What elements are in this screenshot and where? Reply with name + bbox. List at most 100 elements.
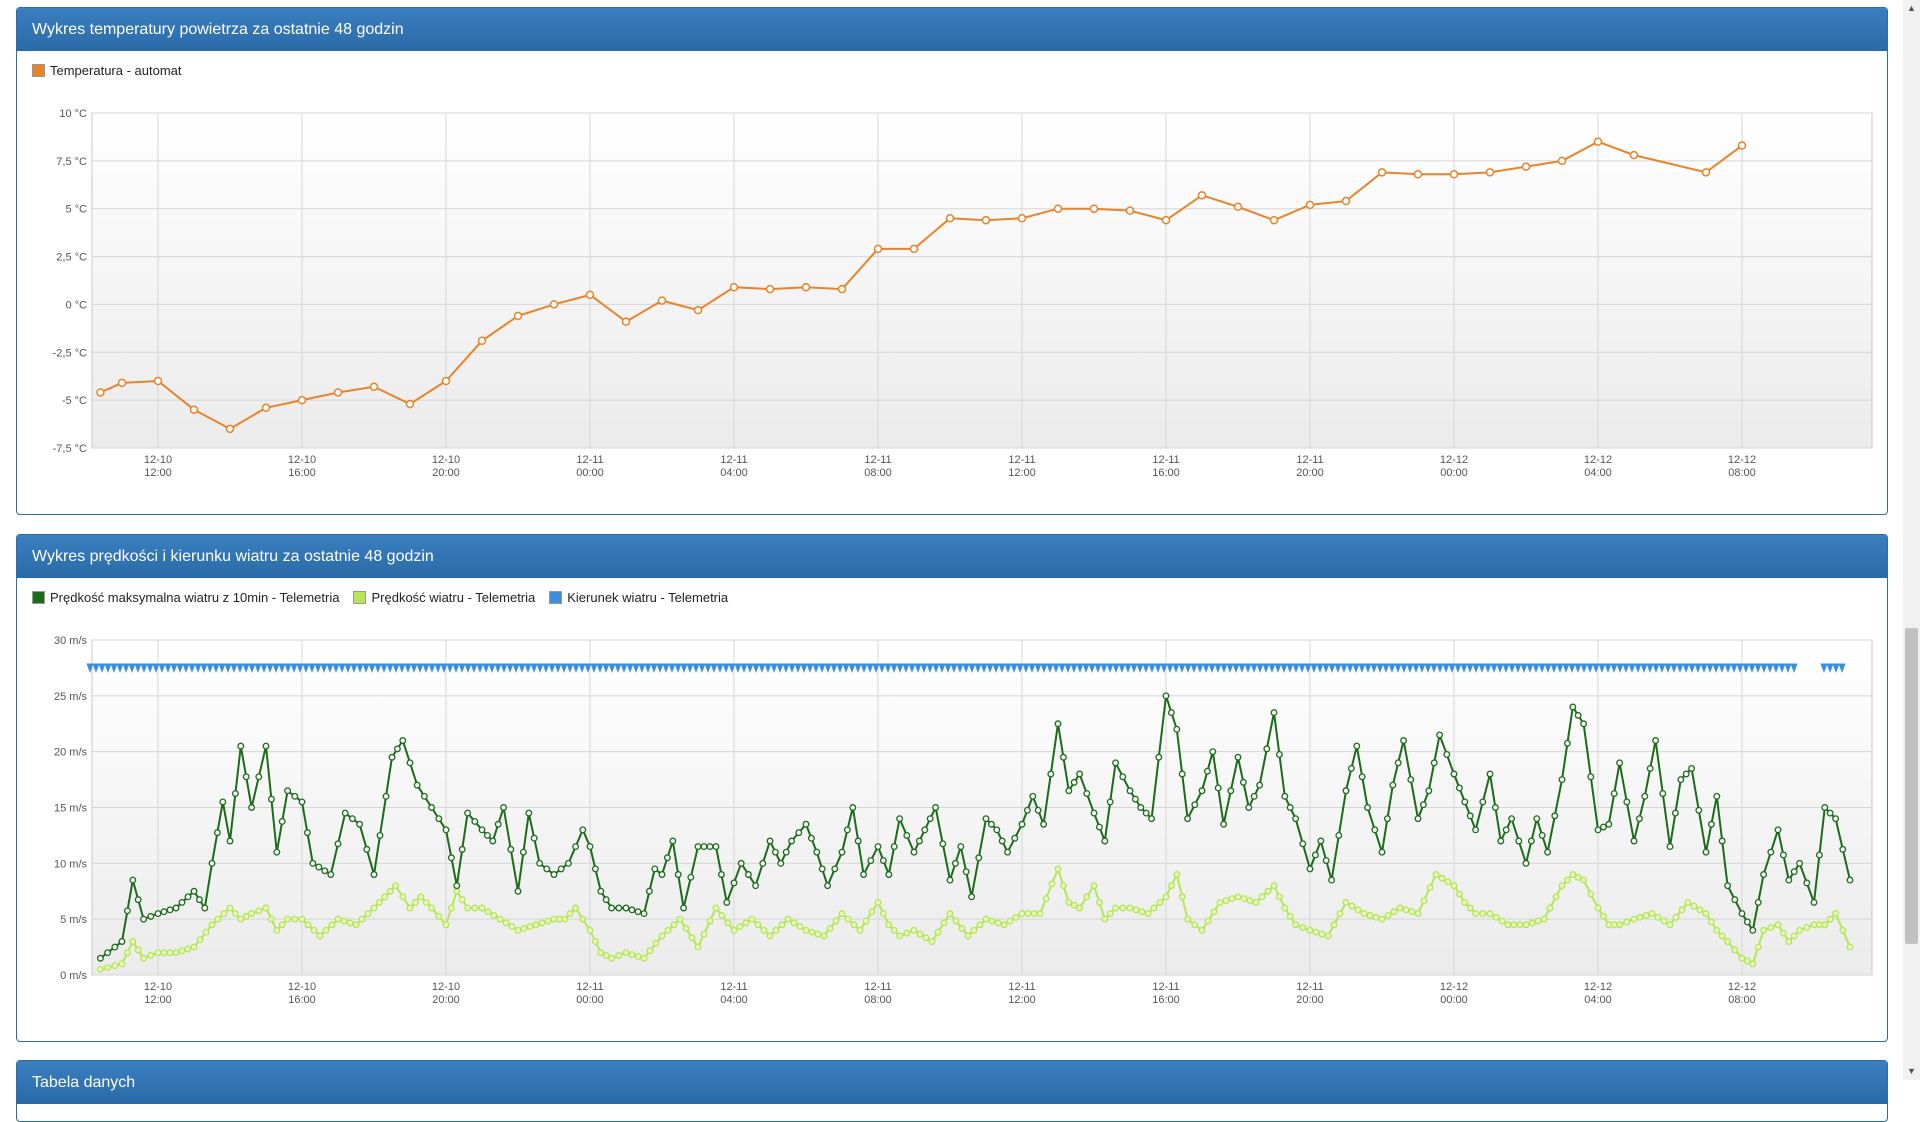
wind-speed-point <box>1587 890 1595 898</box>
wind-direction-arrow <box>1022 663 1030 674</box>
wind-speed-point <box>561 915 569 923</box>
max-wind-point <box>1178 770 1186 778</box>
max-wind-point <box>483 831 491 839</box>
temp-x-tick-label: 08:00 <box>1728 467 1756 479</box>
wind-direction-arrow <box>386 663 394 674</box>
legend-item-max-wind[interactable]: Prędkość maksymalna wiatru z 10min - Tel… <box>32 590 339 605</box>
wind-speed-point <box>1466 904 1474 912</box>
max-wind-point <box>1832 815 1840 823</box>
wind-x-tick-label: 12-12 <box>1728 981 1756 993</box>
max-wind-point <box>910 848 918 856</box>
wind-direction-arrow <box>266 663 274 674</box>
wind-direction-arrow <box>1328 663 1336 674</box>
wind-speed-point <box>700 930 708 938</box>
wind-direction-arrow <box>1592 663 1600 674</box>
max-wind-point <box>993 826 1001 834</box>
wind-speed-point <box>658 932 666 940</box>
max-wind-point <box>1394 759 1402 767</box>
temp-x-tick-label: 12-11 <box>576 454 603 466</box>
scroll-thumb[interactable] <box>1905 628 1918 944</box>
wind-direction-arrow <box>206 663 214 674</box>
max-wind-point <box>1671 809 1679 817</box>
max-wind-point <box>1707 820 1715 828</box>
wind-direction-arrow <box>806 663 814 674</box>
max-wind-point <box>1065 787 1073 795</box>
wind-direction-arrow <box>1700 663 1708 674</box>
max-wind-point <box>1724 882 1732 890</box>
wind-direction-arrow <box>572 663 580 674</box>
temperature-point <box>1377 168 1387 177</box>
wind-speed-point <box>1832 910 1840 918</box>
wind-x-tick-label: 12-12 <box>1584 981 1612 993</box>
max-wind-point <box>1299 840 1307 848</box>
max-wind-point <box>968 893 976 901</box>
wind-direction-arrow <box>416 663 424 674</box>
wind-direction-arrow <box>458 663 466 674</box>
max-wind-point <box>597 887 605 895</box>
wind-direction-arrow <box>1250 663 1258 674</box>
wind-direction-arrow <box>872 663 880 674</box>
wind-direction-arrow <box>1538 663 1546 674</box>
temperature-point <box>801 282 811 292</box>
legend-item-temperature[interactable]: Temperatura - automat <box>32 63 182 78</box>
wind-speed-point <box>1803 924 1811 931</box>
wind-direction-arrow <box>92 663 100 674</box>
wind-speed-point <box>1450 882 1458 890</box>
wind-speed-point <box>508 923 516 931</box>
wind-direction-arrow <box>1094 663 1102 674</box>
wind-speed-point <box>178 947 186 955</box>
temperature-point <box>1629 150 1639 160</box>
legend-label: Temperatura - automat <box>50 63 182 78</box>
wind-direction-arrow <box>260 663 268 674</box>
temperature-chart[interactable]: 10 °C 7,5 °C 5 °C 2,5 °C 0 °C -2,5 °C -5 °C -7,… <box>17 8 1887 514</box>
wind-chart[interactable]: 30 m/s 25 m/s 20 m/s 15 m/s 10 m/s 5 m/s 0 m/s… <box>17 535 1887 1041</box>
wind-speed-point <box>1616 921 1624 929</box>
max-wind-point <box>1383 815 1391 823</box>
temperature-point <box>513 311 523 321</box>
page-scrollbar[interactable]: ▲ ▼ <box>1903 0 1920 1080</box>
wind-direction-arrow <box>1454 663 1462 674</box>
wind-direction-arrow <box>656 663 664 674</box>
wind-direction-arrow <box>578 663 586 674</box>
scroll-down-arrow-icon[interactable]: ▼ <box>1907 1066 1916 1076</box>
max-wind-point <box>712 843 720 851</box>
wind-direction-arrow <box>1202 663 1210 674</box>
legend-item-wind[interactable]: Prędkość wiatru - Telemetria <box>353 590 535 605</box>
wind-direction-arrow <box>788 663 796 674</box>
max-wind-point <box>1023 806 1031 814</box>
wind-direction-arrow <box>782 663 790 674</box>
wind-speed-point <box>586 926 594 934</box>
legend-item-direction[interactable]: Kierunek wiatru - Telemetria <box>549 590 728 605</box>
max-wind-point <box>1263 745 1271 753</box>
max-wind-point <box>1527 837 1535 845</box>
max-wind-point <box>327 871 335 878</box>
wind-direction-arrow <box>506 663 514 674</box>
wind-x-tick-label: 20:00 <box>1296 994 1324 1006</box>
scroll-up-arrow-icon[interactable]: ▲ <box>1907 3 1916 13</box>
max-wind-point <box>1083 790 1091 797</box>
wind-direction-arrow <box>560 663 568 674</box>
max-wind-point <box>1580 720 1588 728</box>
max-wind-point <box>1275 751 1283 758</box>
wind-speed-point <box>478 904 486 912</box>
wind-y-tick-label: 30 m/s <box>54 635 88 647</box>
wind-speed-point <box>862 917 870 925</box>
wind-direction-arrow <box>1628 663 1636 674</box>
max-wind-point <box>1101 837 1109 845</box>
max-wind-point <box>1749 926 1757 934</box>
data-table-panel: Tabela danych <box>16 1060 1888 1122</box>
max-wind-point <box>1227 787 1235 795</box>
wind-direction-arrow <box>134 663 142 674</box>
max-wind-point <box>1047 770 1055 778</box>
max-wind-point <box>1760 871 1768 878</box>
temp-x-tick-label: 08:00 <box>864 467 892 479</box>
wind-x-tick-label: 12-11 <box>864 981 891 993</box>
wind-direction-arrow <box>1754 663 1762 674</box>
wind-direction-arrow <box>1274 663 1282 674</box>
max-wind-point <box>680 904 688 912</box>
wind-direction-arrow <box>1682 663 1690 674</box>
wind-speed-point <box>220 910 228 918</box>
max-wind-point <box>1155 753 1163 761</box>
max-wind-point <box>1641 792 1649 800</box>
wind-speed-point <box>622 949 630 957</box>
